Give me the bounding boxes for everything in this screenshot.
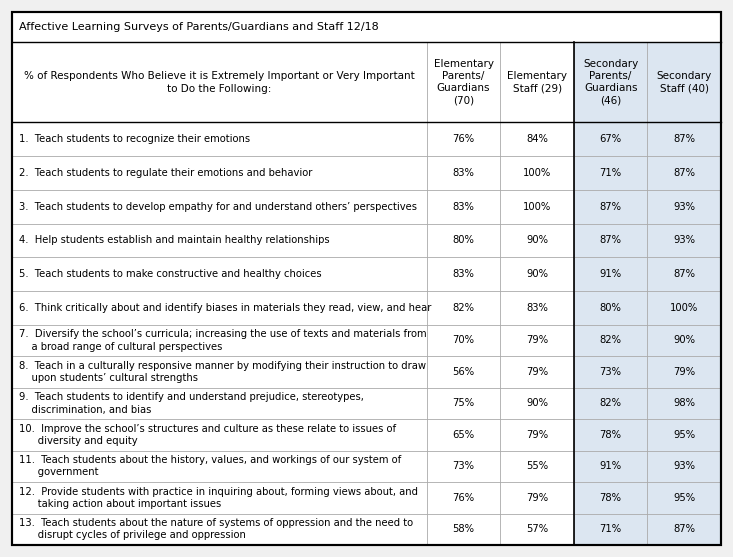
Text: 79%: 79%: [526, 367, 548, 377]
Text: 82%: 82%: [452, 303, 474, 313]
Text: 90%: 90%: [526, 269, 548, 279]
Text: 56%: 56%: [452, 367, 474, 377]
Text: 67%: 67%: [600, 134, 622, 144]
Text: 87%: 87%: [600, 236, 622, 246]
Bar: [12, 291, 427, 325]
Bar: [12, 123, 427, 156]
Bar: [574, 12, 721, 545]
Text: 80%: 80%: [452, 236, 474, 246]
Text: 75%: 75%: [452, 398, 474, 408]
Text: Elementary
Parents/
Guardians
(70): Elementary Parents/ Guardians (70): [433, 58, 493, 106]
Text: 78%: 78%: [600, 430, 622, 440]
Text: 93%: 93%: [673, 202, 695, 212]
Text: 79%: 79%: [673, 367, 696, 377]
Text: % of Respondents Who Believe it is Extremely Important or Very Important
to Do t: % of Respondents Who Believe it is Extre…: [24, 71, 415, 94]
Text: 95%: 95%: [673, 493, 696, 503]
Text: Secondary
Parents/
Guardians
(46): Secondary Parents/ Guardians (46): [583, 58, 638, 106]
Text: 87%: 87%: [600, 202, 622, 212]
Bar: [12, 419, 427, 451]
Text: 7.  Diversify the school’s curricula; increasing the use of texts and materials : 7. Diversify the school’s curricula; inc…: [19, 329, 427, 351]
Text: 10.  Improve the school’s structures and culture as these relate to issues of
  : 10. Improve the school’s structures and …: [19, 424, 396, 446]
Text: 93%: 93%: [673, 461, 695, 471]
Text: 90%: 90%: [673, 335, 695, 345]
Text: Affective Learning Surveys of Parents/Guardians and Staff 12/18: Affective Learning Surveys of Parents/Gu…: [19, 22, 379, 32]
Text: 6.  Think critically about and identify biases in materials they read, view, and: 6. Think critically about and identify b…: [19, 303, 432, 313]
Bar: [12, 356, 427, 388]
Text: 87%: 87%: [673, 134, 695, 144]
Text: 84%: 84%: [526, 134, 548, 144]
Text: 9.  Teach students to identify and understand prejudice, stereotypes,
    discri: 9. Teach students to identify and unders…: [19, 392, 364, 414]
Text: 100%: 100%: [523, 168, 551, 178]
Text: 90%: 90%: [526, 398, 548, 408]
Text: 95%: 95%: [673, 430, 696, 440]
Text: 87%: 87%: [673, 269, 695, 279]
Text: 93%: 93%: [673, 236, 695, 246]
Text: 58%: 58%: [452, 524, 474, 534]
Text: 91%: 91%: [600, 269, 622, 279]
Text: 2.  Teach students to regulate their emotions and behavior: 2. Teach students to regulate their emot…: [19, 168, 312, 178]
Text: 79%: 79%: [526, 493, 548, 503]
Text: 11.  Teach students about the history, values, and workings of our system of
   : 11. Teach students about the history, va…: [19, 455, 401, 477]
Text: Secondary
Staff (40): Secondary Staff (40): [657, 71, 712, 94]
Bar: [12, 190, 427, 223]
Text: 100%: 100%: [523, 202, 551, 212]
Bar: [12, 42, 427, 123]
Text: 79%: 79%: [526, 335, 548, 345]
Text: 78%: 78%: [600, 493, 622, 503]
Bar: [12, 156, 427, 190]
Text: 12.  Provide students with practice in inquiring about, forming views about, and: 12. Provide students with practice in in…: [19, 487, 418, 509]
Bar: [12, 482, 427, 514]
Text: 65%: 65%: [452, 430, 474, 440]
Bar: [12, 257, 427, 291]
Text: 3.  Teach students to develop empathy for and understand others’ perspectives: 3. Teach students to develop empathy for…: [19, 202, 417, 212]
Text: 87%: 87%: [673, 168, 695, 178]
Bar: [12, 451, 427, 482]
Text: 83%: 83%: [526, 303, 548, 313]
Text: 8.  Teach in a culturally responsive manner by modifying their instruction to dr: 8. Teach in a culturally responsive mann…: [19, 360, 426, 383]
Text: 82%: 82%: [600, 398, 622, 408]
Text: 71%: 71%: [600, 524, 622, 534]
Text: 90%: 90%: [526, 236, 548, 246]
Text: 79%: 79%: [526, 430, 548, 440]
Text: 5.  Teach students to make constructive and healthy choices: 5. Teach students to make constructive a…: [19, 269, 322, 279]
Text: 13.  Teach students about the nature of systems of oppression and the need to
  : 13. Teach students about the nature of s…: [19, 518, 413, 540]
Text: 87%: 87%: [673, 524, 695, 534]
Text: 83%: 83%: [452, 202, 474, 212]
Bar: [12, 12, 721, 42]
Text: 57%: 57%: [526, 524, 548, 534]
Bar: [12, 325, 427, 356]
Bar: [12, 388, 427, 419]
Text: 98%: 98%: [673, 398, 695, 408]
Text: 83%: 83%: [452, 269, 474, 279]
Text: 71%: 71%: [600, 168, 622, 178]
Text: Elementary
Staff (29): Elementary Staff (29): [507, 71, 567, 94]
Text: 76%: 76%: [452, 493, 474, 503]
Text: 80%: 80%: [600, 303, 622, 313]
Text: 76%: 76%: [452, 134, 474, 144]
Text: 83%: 83%: [452, 168, 474, 178]
Bar: [12, 223, 427, 257]
Text: 4.  Help students establish and maintain healthy relationships: 4. Help students establish and maintain …: [19, 236, 330, 246]
Text: 55%: 55%: [526, 461, 548, 471]
Text: 70%: 70%: [452, 335, 474, 345]
Text: 100%: 100%: [670, 303, 699, 313]
Text: 82%: 82%: [600, 335, 622, 345]
Text: 73%: 73%: [600, 367, 622, 377]
Text: 73%: 73%: [452, 461, 474, 471]
Bar: [12, 514, 427, 545]
Text: 91%: 91%: [600, 461, 622, 471]
Text: 1.  Teach students to recognize their emotions: 1. Teach students to recognize their emo…: [19, 134, 250, 144]
